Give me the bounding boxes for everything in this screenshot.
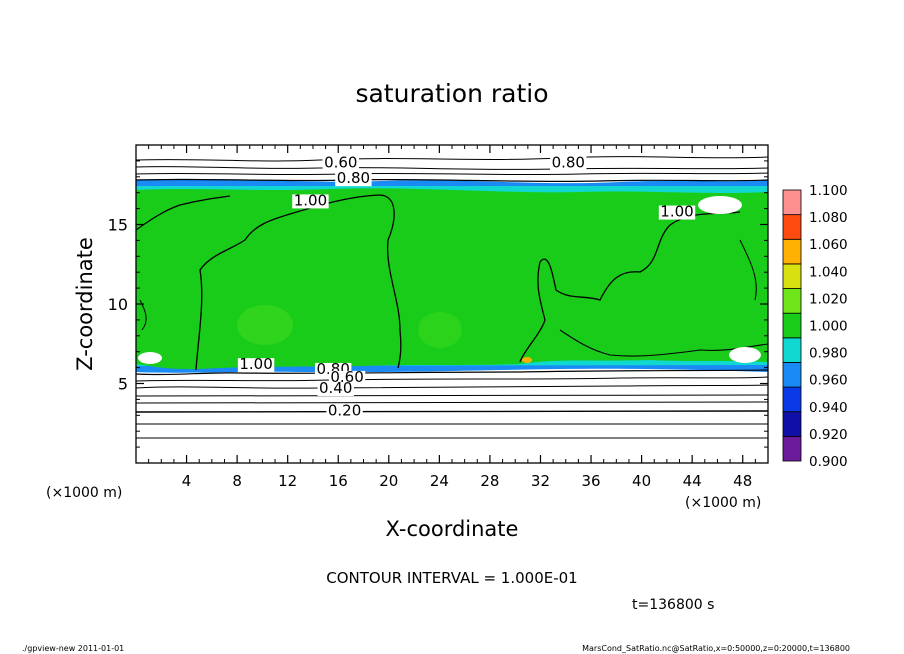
contour-label-bg xyxy=(237,358,275,373)
contour-label: 1.00 xyxy=(294,191,327,209)
colorbar-swatch xyxy=(782,214,802,240)
colorbar-label: 0.980 xyxy=(809,346,848,362)
colorbar-swatch xyxy=(782,312,802,339)
colorbar-swatch xyxy=(782,337,802,363)
field-dry-pocket xyxy=(698,196,742,214)
contour-label: 1.00 xyxy=(660,203,693,221)
contour-label-bg xyxy=(322,156,359,171)
x-tick-label: 8 xyxy=(232,472,242,490)
contour-line-low xyxy=(136,384,768,389)
x-unit-label-right: (×1000 m) xyxy=(685,495,761,511)
contour-line-unity xyxy=(195,194,402,371)
time-label: t=136800 s xyxy=(632,597,714,613)
footer-left: ./gpview-new 2011-01-01 xyxy=(22,644,124,653)
field-dry-pocket xyxy=(729,347,761,363)
contour-line-unity xyxy=(139,299,147,331)
contour-label: 1.00 xyxy=(239,355,272,373)
x-tick-label: 40 xyxy=(632,472,651,490)
contour-label-bg xyxy=(317,382,354,397)
colorbar-swatch xyxy=(782,263,802,289)
y-tick-label: 15 xyxy=(108,216,128,235)
x-tick-label: 20 xyxy=(379,472,398,490)
field-main-green xyxy=(136,188,768,370)
colorbar-label: 1.080 xyxy=(809,210,848,226)
colorbar-label: 0.900 xyxy=(809,454,848,470)
contour-label-bg xyxy=(335,172,372,187)
colorbar-swatch xyxy=(782,435,802,462)
colorbar-label: 1.060 xyxy=(809,237,848,253)
contour-label-bg xyxy=(550,156,587,171)
contour-label: 0.80 xyxy=(337,169,370,187)
contour-line-low xyxy=(136,410,768,413)
x-tick-label: 48 xyxy=(733,472,752,490)
colorbar-label: 1.040 xyxy=(809,264,848,280)
colorbar-label: 1.020 xyxy=(809,291,848,307)
field-light-patch xyxy=(237,305,293,345)
contour-line-unity xyxy=(136,195,231,231)
contour-line-unity xyxy=(519,211,741,363)
colorbar: 0.900 0.920 0.940 0.960 0.980 1.000 1.020 1.040… xyxy=(782,183,848,470)
colorbar-swatch xyxy=(782,386,802,413)
contour-labels: 0.60 0.800.801.001.001.00 0.800.600.400.20 xyxy=(237,153,696,419)
y-tick-label: 5 xyxy=(118,375,128,394)
x-axis-label: X-coordinate xyxy=(386,517,519,541)
y-axis: 5 10 15 xyxy=(108,160,768,448)
colorbar-label: 0.940 xyxy=(809,400,848,416)
contour-label-bg xyxy=(292,194,329,209)
colorbar-swatch xyxy=(782,238,802,265)
contour-label: 0.60 xyxy=(330,368,363,386)
chart-title: saturation ratio xyxy=(355,79,548,108)
contour-label: 0.80 xyxy=(552,153,585,171)
x-axis: 4 8 12 16 20 24 28 32 36 40 44 48 xyxy=(148,145,756,490)
y-axis-label: Z-coordinate xyxy=(73,237,97,371)
colorbar-swatch xyxy=(782,288,802,314)
colorbar-swatch xyxy=(782,362,802,388)
x-tick-label: 32 xyxy=(531,472,550,490)
contour-label: 0.60 xyxy=(324,153,357,171)
contour-line-unity xyxy=(739,239,757,301)
x-tick-label: 24 xyxy=(430,472,449,490)
field-dry-pocket xyxy=(138,352,162,364)
contour-label: 0.20 xyxy=(328,401,361,419)
colorbar-swatch xyxy=(782,411,802,437)
x-tick-label: 4 xyxy=(182,472,192,490)
plot-field xyxy=(136,145,768,463)
colorbar-label: 1.100 xyxy=(809,183,848,199)
x-tick-label: 16 xyxy=(329,472,348,490)
field-light-patch xyxy=(418,312,462,348)
contour-line-high xyxy=(136,156,768,162)
contour-label-bg xyxy=(658,205,696,220)
colorbar-label: 1.000 xyxy=(809,319,848,335)
colorbar-swatch xyxy=(782,189,802,216)
contour-label-bg xyxy=(326,404,363,419)
x-tick-label: 28 xyxy=(480,472,499,490)
contour-label: 0.40 xyxy=(319,379,352,397)
contour-line-high xyxy=(136,172,768,176)
colorbar-label: 0.920 xyxy=(809,427,848,443)
x-unit-label-left: (×1000 m) xyxy=(46,485,122,501)
x-tick-label: 12 xyxy=(278,472,297,490)
contour-line-high xyxy=(136,166,768,170)
x-tick-label: 36 xyxy=(581,472,600,490)
contour-line-low xyxy=(136,401,768,404)
colorbar-label: 0.960 xyxy=(809,373,848,389)
contour-label-bg xyxy=(328,370,366,385)
footer-right: MarsCond_SatRatio.nc@SatRatio,x=0:50000,… xyxy=(582,644,850,653)
y-tick-label: 10 xyxy=(108,295,128,314)
contour-line-low xyxy=(136,369,768,376)
contour-line-high xyxy=(136,178,768,183)
contour-interval-text: CONTOUR INTERVAL = 1.000E-01 xyxy=(326,569,577,587)
field-orange-spot xyxy=(522,357,532,363)
x-tick-label: 44 xyxy=(683,472,702,490)
contour-line-low xyxy=(136,376,768,382)
contour-line-low xyxy=(136,394,768,397)
